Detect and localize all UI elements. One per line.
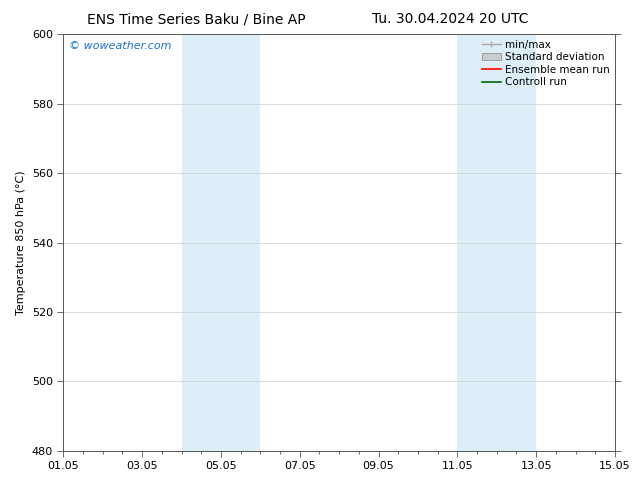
Legend: min/max, Standard deviation, Ensemble mean run, Controll run: min/max, Standard deviation, Ensemble me…: [480, 37, 612, 89]
Y-axis label: Temperature 850 hPa (°C): Temperature 850 hPa (°C): [16, 170, 26, 315]
Text: ENS Time Series Baku / Bine AP: ENS Time Series Baku / Bine AP: [87, 12, 306, 26]
Bar: [457, 34, 536, 451]
Text: © woweather.com: © woweather.com: [69, 41, 171, 50]
Text: Tu. 30.04.2024 20 UTC: Tu. 30.04.2024 20 UTC: [372, 12, 528, 26]
Bar: [181, 34, 261, 451]
